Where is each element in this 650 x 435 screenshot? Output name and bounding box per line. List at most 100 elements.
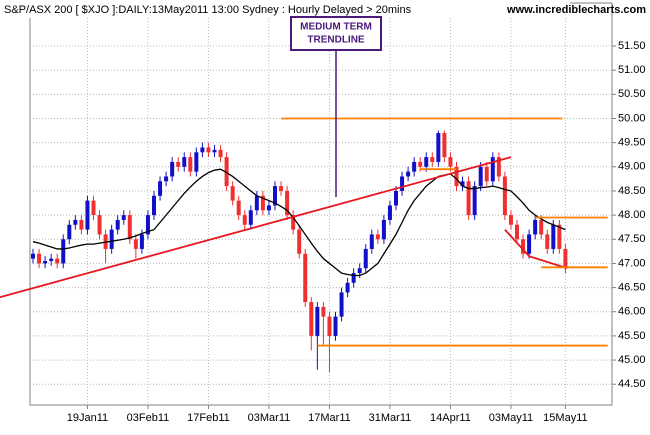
y-tick-label: 50.50: [618, 88, 646, 100]
candle-body: [466, 181, 471, 216]
candle-body: [206, 147, 211, 153]
x-tick-label: 31Mar11: [369, 412, 412, 424]
grid: [30, 3, 612, 405]
candle-body: [291, 215, 296, 230]
candle-body: [321, 306, 326, 317]
candle-body: [254, 195, 259, 211]
trendline: [504, 229, 568, 270]
candle-body: [31, 253, 35, 259]
candle-body: [454, 166, 459, 187]
x-tick-label: 03May11: [489, 412, 533, 424]
candle-body: [97, 215, 102, 235]
candle-body: [242, 215, 247, 225]
candle-body: [37, 253, 42, 264]
candle-body: [303, 253, 308, 303]
source: www.incrediblecharts.com: [506, 4, 646, 16]
x-tick-label: 14Apr11: [430, 412, 471, 424]
candle-body: [127, 215, 132, 240]
candle-body: [91, 200, 96, 216]
candle-body: [357, 268, 362, 274]
candle-body: [200, 147, 205, 153]
candle-body: [460, 181, 465, 187]
candle-body: [279, 186, 284, 191]
chart-title: S&P/ASX 200 [ $XJO ]:DAILY:13May2011 13:…: [4, 4, 412, 16]
title-backing: [0, 0, 570, 18]
candle-body: [158, 181, 163, 196]
candle-body: [412, 161, 417, 172]
candle-body: [212, 149, 217, 153]
candle-body: [315, 306, 320, 336]
candle-body: [170, 161, 175, 177]
candle-body: [387, 205, 392, 220]
candle-body: [490, 157, 495, 182]
candle-body: [230, 186, 235, 201]
y-tick-label: 45.00: [618, 354, 646, 366]
candle-body: [363, 248, 368, 269]
candle-body: [448, 157, 453, 167]
candle-body: [515, 224, 519, 240]
candle-body: [436, 132, 441, 162]
candle-body: [369, 234, 374, 249]
candle-body: [55, 258, 60, 264]
candle-body: [351, 273, 356, 283]
candle-body: [61, 239, 66, 264]
moving-average: [32, 168, 566, 277]
x-tick-label: 17Mar11: [308, 412, 351, 424]
candle-body: [539, 219, 544, 235]
candle-body: [394, 190, 398, 206]
candle-body: [224, 157, 229, 187]
candle-body: [551, 224, 556, 249]
candle-body: [478, 166, 483, 187]
annotation-text: MEDIUM TERM: [300, 22, 372, 33]
y-tick-label: 44.50: [618, 378, 646, 390]
candle-body: [406, 171, 411, 177]
candle-body: [521, 239, 526, 254]
candle-body: [375, 234, 380, 240]
candle-body: [73, 219, 78, 225]
candle-body: [139, 234, 144, 249]
candle-body: [194, 152, 199, 172]
candle-body: [121, 215, 126, 220]
candle-body: [381, 219, 386, 240]
candle-body: [442, 132, 447, 158]
candle-body: [502, 176, 507, 216]
y-tick-label: 49.50: [618, 137, 646, 149]
candle-body: [472, 186, 477, 216]
y-tick-label: 50.00: [618, 112, 646, 124]
candle-body: [85, 200, 90, 230]
candle-body: [145, 215, 150, 235]
candle-body: [545, 234, 550, 249]
y-tick-label: 49.00: [618, 161, 646, 173]
x-tick-label: 17Feb11: [187, 412, 230, 424]
candle-body: [527, 234, 532, 254]
candle-body: [49, 258, 54, 262]
candle-body: [79, 219, 84, 230]
x-tick-label: 19Jan11: [67, 412, 108, 424]
candle-body: [327, 316, 332, 336]
y-tick-label: 47.50: [618, 233, 646, 245]
candle-body: [508, 215, 513, 225]
candle-body: [345, 282, 350, 293]
y-tick-label: 45.50: [618, 330, 646, 342]
y-tick-label: 51.50: [618, 40, 646, 52]
candle-body: [400, 176, 405, 191]
candle-body: [218, 149, 223, 158]
candle-body: [164, 176, 169, 182]
annotation-box: [290, 16, 382, 51]
candle-body: [297, 229, 302, 254]
candle-body: [273, 186, 277, 206]
x-tick-label: 15May11: [543, 412, 587, 424]
trendline: [0, 156, 512, 299]
candle-body: [188, 157, 193, 172]
y-tick-label: 46.50: [618, 281, 646, 293]
candle-body: [236, 200, 241, 216]
candle-body: [260, 195, 265, 211]
candle-body: [67, 224, 72, 240]
marks: [0, 117, 608, 373]
x-tick-label: 03Feb11: [127, 412, 170, 424]
x-tick-label: 03Mar11: [248, 412, 291, 424]
candle-body: [285, 190, 290, 216]
candle-body: [182, 157, 187, 167]
annotation-text: TRENDLINE: [307, 35, 365, 46]
